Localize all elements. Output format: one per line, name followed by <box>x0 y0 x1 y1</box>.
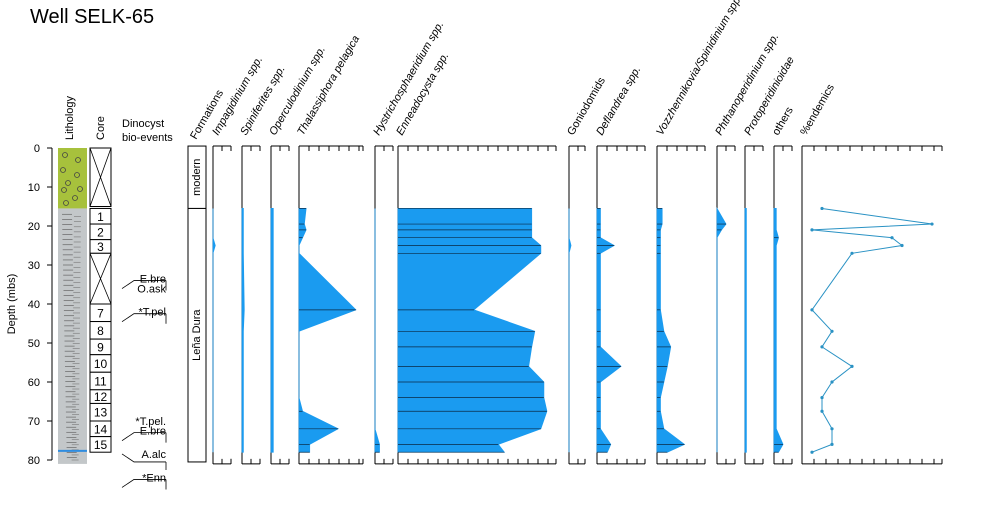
core-missing-cross <box>89 253 112 305</box>
endemics-point <box>820 409 824 413</box>
formation-label: Leña Dura <box>191 309 203 361</box>
core-label: 9 <box>97 340 104 354</box>
depth-tick-label: 30 <box>28 260 40 272</box>
endemics-point <box>820 345 824 349</box>
taxon-area <box>656 208 686 453</box>
bioevent-marker <box>121 453 167 470</box>
core-label: 11 <box>94 375 107 389</box>
endemics-point <box>830 442 834 446</box>
endemics-point <box>810 228 814 232</box>
core-label: 3 <box>97 240 104 254</box>
taxon-area <box>212 208 216 453</box>
page-title: Well SELK-65 <box>30 6 155 28</box>
core-label: 1 <box>97 210 104 224</box>
lithology-pebble <box>61 187 67 193</box>
depth-tick-label: 60 <box>28 377 40 389</box>
endemics-point <box>830 329 834 333</box>
lithology-pebble <box>60 167 66 173</box>
depth-tick-label: 50 <box>28 338 40 350</box>
lithology-pebble <box>65 180 71 186</box>
bioevent-label: *Enn <box>142 472 166 484</box>
taxon-area <box>270 208 274 453</box>
lithology-pebble <box>74 172 80 178</box>
endemics-point <box>820 206 824 211</box>
bioevent-label: *T.pel <box>138 307 166 319</box>
taxon-area <box>568 208 572 453</box>
taxon-header: others <box>770 105 796 138</box>
core-label: 15 <box>94 438 108 452</box>
bioevent-label: E.bre <box>140 426 166 438</box>
lithology-pebble <box>63 200 69 206</box>
taxon-area <box>241 208 245 453</box>
bioevent-label: O.ask <box>137 283 166 295</box>
endemics-line <box>811 207 933 453</box>
bioevents-header: Dinocyst <box>122 118 164 130</box>
core-uncored-cross <box>89 147 112 207</box>
depth-tick-label: 10 <box>28 182 40 194</box>
lithology-pebble <box>62 152 68 158</box>
lithology-header: Lithology <box>64 95 76 140</box>
core-label: 14 <box>94 422 108 436</box>
formation-box <box>187 207 207 463</box>
core-label: 8 <box>97 324 104 338</box>
core-header: Core <box>95 116 107 140</box>
core-label: 2 <box>97 225 104 239</box>
taxon-header: Deflandrea spp. <box>594 64 643 137</box>
endemics-point <box>810 450 814 454</box>
depth-tick-label: 70 <box>28 416 40 428</box>
bioevent-marker <box>121 313 167 324</box>
lithology-blue-band <box>58 449 87 452</box>
depth-tick-label: 40 <box>28 299 40 311</box>
core-label: 10 <box>94 357 108 371</box>
core-box <box>89 436 112 453</box>
endemics-point <box>900 243 904 248</box>
bioevent-marker <box>121 479 167 490</box>
lithology-pebble <box>75 157 81 163</box>
taxon-area <box>298 208 357 453</box>
taxon-area <box>374 208 380 453</box>
endemics-point <box>890 236 894 240</box>
lithology-pebble <box>77 186 83 192</box>
endemics-point <box>830 427 834 431</box>
bioevents-header: bio-events <box>122 132 173 144</box>
core-label: 13 <box>94 406 108 420</box>
endemics-point <box>850 364 854 368</box>
depth-tick-label: 20 <box>28 221 40 233</box>
formation-label: modern <box>191 159 203 196</box>
depth-tick-label: 80 <box>28 455 40 467</box>
lithology-pebble <box>72 195 78 201</box>
bioevent-marker <box>121 432 167 443</box>
taxon-header: %endemics <box>798 82 837 138</box>
bioevent-label: *T.pel. <box>135 416 166 428</box>
endemics-point <box>820 396 824 400</box>
core-label: 7 <box>97 306 104 320</box>
endemics-point <box>850 251 854 255</box>
bioevent-marker <box>121 280 167 291</box>
bioevent-label: A.alc <box>142 449 167 461</box>
taxon-area <box>596 208 622 453</box>
bioevent-label: E.bre <box>140 274 166 286</box>
taxon-area <box>744 208 747 453</box>
depth-tick-label: 0 <box>34 143 40 155</box>
core-label: 12 <box>94 390 108 404</box>
taxon-area <box>716 206 727 453</box>
endemics-point <box>930 222 934 226</box>
taxon-area <box>397 208 548 453</box>
endemics-point <box>810 308 814 312</box>
taxon-area <box>773 208 784 453</box>
endemics-point <box>830 380 834 384</box>
depth-axis-label: Depth (mbs) <box>6 274 18 335</box>
